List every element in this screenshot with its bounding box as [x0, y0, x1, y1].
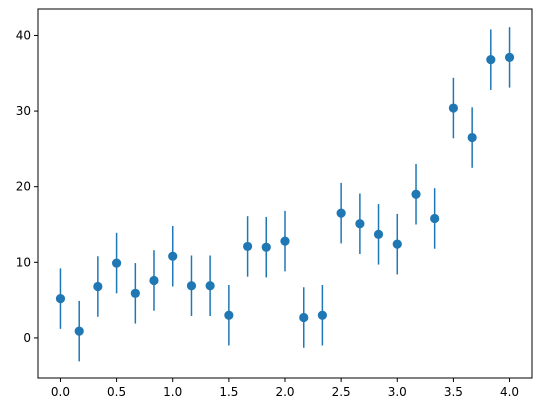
data-point — [299, 312, 309, 323]
data-point — [168, 251, 178, 261]
x-tick-label: 0.0 — [51, 385, 70, 399]
data-point — [224, 310, 234, 320]
data-point — [55, 294, 66, 304]
data-point — [317, 310, 327, 320]
y-tick-label: 20 — [16, 180, 31, 194]
data-point — [280, 236, 290, 246]
chart-marks — [55, 27, 515, 362]
data-point — [243, 241, 253, 252]
data-point — [261, 242, 271, 252]
data-point — [205, 281, 215, 291]
y-tick-label: 10 — [16, 255, 31, 269]
data-point — [430, 213, 440, 224]
x-tick-label: 3.5 — [444, 385, 463, 399]
x-tick-label: 1.0 — [163, 385, 182, 399]
x-tick-label: 2.5 — [332, 385, 351, 399]
x-tick-label: 0.5 — [107, 385, 126, 399]
data-point — [93, 281, 103, 292]
y-tick-label: 30 — [16, 104, 31, 118]
x-tick-label: 1.5 — [219, 385, 238, 399]
axes-frame — [37, 8, 533, 379]
x-tick-label: 2.0 — [275, 385, 294, 399]
y-tick-label: 0 — [23, 331, 31, 345]
x-axis: 0.0 0.5 1.0 1.5 2.0 2.5 3.0 3.5 4.0 — [51, 378, 519, 399]
data-point — [149, 275, 159, 286]
x-tick-label: 3.0 — [388, 385, 407, 399]
data-point — [448, 103, 459, 113]
data-point — [336, 208, 346, 218]
x-tick-label: 4.0 — [500, 385, 519, 399]
data-point — [486, 55, 496, 65]
data-point — [355, 219, 365, 229]
data-point — [467, 132, 477, 143]
data-point — [504, 52, 515, 62]
data-point — [411, 189, 421, 199]
data-point — [130, 288, 140, 298]
data-point — [392, 239, 402, 249]
y-axis: 0 10 20 30 40 — [16, 28, 38, 345]
data-point — [373, 229, 384, 239]
data-point — [186, 281, 197, 291]
y-tick-label: 40 — [16, 28, 31, 42]
data-point — [74, 326, 84, 336]
data-point — [111, 258, 122, 268]
